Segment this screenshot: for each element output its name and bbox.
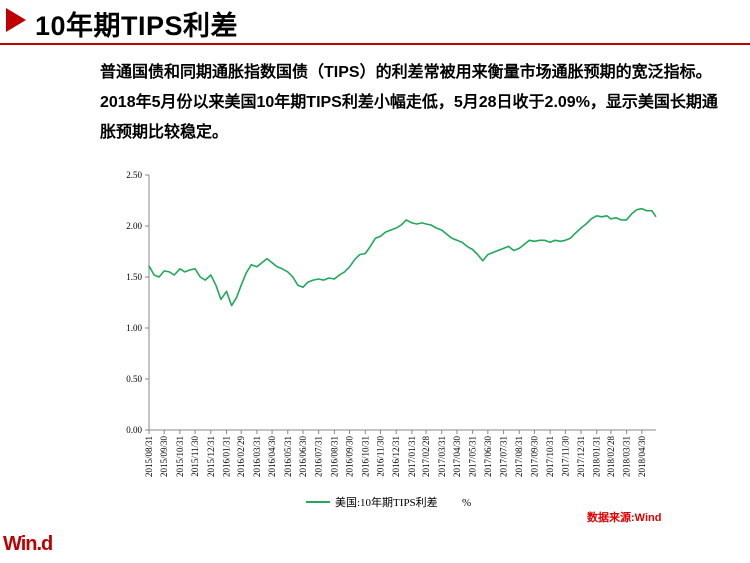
x-tick-label: 2017/05/31 xyxy=(468,436,478,477)
x-tick-label: 2016/07/31 xyxy=(314,436,324,477)
legend-label: 美国:10年期TIPS利差 xyxy=(335,495,438,509)
x-tick-label: 2016/11/30 xyxy=(375,436,385,477)
series-line-tips-spread xyxy=(148,207,657,307)
x-tick-label: 2016/12/31 xyxy=(391,436,401,477)
x-tick-label: 2018/03/31 xyxy=(622,436,632,477)
x-tick-label: 2016/03/31 xyxy=(252,436,262,477)
summary-paragraph: 普通国债和同期通胀指数国债（TIPS）的利差常被用来衡量市场通胀预期的宽泛指标。… xyxy=(100,64,718,141)
x-tick-label: 2018/02/28 xyxy=(606,436,616,478)
x-tick-label: 2015/08/31 xyxy=(144,436,154,477)
x-tick-label: 2017/02/28 xyxy=(421,436,431,478)
x-tick-label: 2015/11/30 xyxy=(190,436,200,477)
x-tick-label: 2017/08/31 xyxy=(514,436,524,477)
x-tick-label: 2016/05/31 xyxy=(283,436,293,477)
x-tick-label: 2017/11/30 xyxy=(560,436,570,477)
y-tick-label: 0.00 xyxy=(126,425,142,435)
x-tick-label: 2017/03/31 xyxy=(437,436,447,477)
x-tick-label: 2015/12/31 xyxy=(206,436,216,477)
x-tick-label: 2017/12/31 xyxy=(576,436,586,477)
wind-logo: Win.d xyxy=(3,533,53,555)
y-tick-label: 1.50 xyxy=(126,272,142,282)
y-tick-label: 0.50 xyxy=(126,374,142,384)
x-tick-label: 2016/10/31 xyxy=(360,436,370,477)
x-tick-label: 2017/06/30 xyxy=(483,436,493,478)
slide-title: 10年期TIPS利差 xyxy=(35,11,239,41)
y-tick-label: 1.00 xyxy=(126,323,142,333)
x-tick-label: 2017/10/31 xyxy=(545,436,555,477)
x-tick-label: 2016/08/31 xyxy=(329,436,339,477)
x-tick-label: 2016/09/30 xyxy=(345,436,355,478)
x-tick-label: 2016/02/29 xyxy=(236,436,246,478)
x-tick-label: 2017/04/30 xyxy=(452,436,462,478)
x-tick-label: 2015/09/30 xyxy=(159,436,169,478)
x-tick-label: 2016/01/31 xyxy=(221,436,231,477)
x-tick-label: 2017/09/30 xyxy=(529,436,539,478)
title-divider xyxy=(0,43,750,45)
y-tick-label: 2.50 xyxy=(126,170,142,180)
x-tick-label: 2017/01/31 xyxy=(407,436,417,477)
x-tick-label: 2018/01/31 xyxy=(592,436,602,477)
x-tick-label: 2018/04/30 xyxy=(637,436,647,478)
x-tick-label: 2015/10/31 xyxy=(175,436,185,477)
x-tick-label: 2017/07/31 xyxy=(499,436,509,477)
y-tick-label: 2.00 xyxy=(126,221,142,231)
x-tick-label: 2016/04/30 xyxy=(267,436,277,478)
x-tick-label: 2016/06/30 xyxy=(298,436,308,478)
data-source-note: 数据来源:Wind xyxy=(587,512,662,524)
legend-unit: % xyxy=(462,497,471,509)
title-marker-icon xyxy=(6,8,26,32)
